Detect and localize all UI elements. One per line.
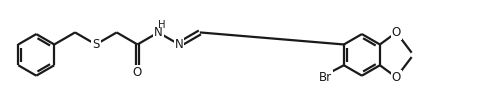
Text: Br: Br	[319, 71, 332, 84]
Text: S: S	[92, 38, 99, 51]
Text: N: N	[175, 38, 184, 51]
Text: O: O	[392, 26, 401, 39]
Text: N: N	[154, 26, 163, 39]
Text: H: H	[158, 20, 166, 30]
Text: O: O	[133, 66, 142, 79]
Text: O: O	[392, 71, 401, 84]
